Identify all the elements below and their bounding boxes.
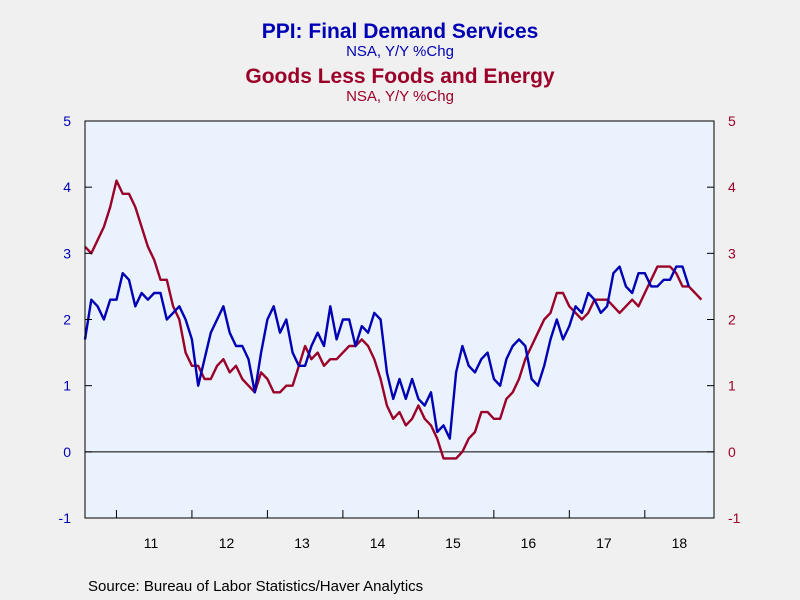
x-tick-label: 17 [596, 535, 612, 551]
y-left-tick-label: 4 [63, 179, 71, 195]
series-line-1 [83, 265, 690, 440]
chart-title-2: Goods Less Foods and Energy [245, 65, 555, 88]
y-right-tick-label: 4 [728, 179, 736, 195]
x-tick-label: 13 [294, 535, 310, 551]
y-right-tick-label: 1 [728, 378, 736, 394]
x-tick-label: 11 [144, 535, 159, 551]
series-line-2 [84, 179, 703, 460]
y-right-tick-label: -1 [728, 510, 741, 526]
x-tick-label: 16 [521, 535, 537, 551]
chart-subtitle-2: NSA, Y/Y %Chg [346, 88, 454, 105]
y-left-tick-label: 5 [63, 113, 71, 129]
x-tick-label: 12 [219, 535, 235, 551]
y-right-tick-label: 5 [728, 113, 736, 129]
x-tick-label: 15 [445, 535, 461, 551]
y-left-tick-label: 2 [63, 312, 71, 328]
x-tick-label: 14 [370, 535, 386, 551]
y-left-tick-label: 3 [63, 245, 71, 261]
chart-subtitle: NSA, Y/Y %Chg [346, 43, 454, 60]
source-note: Source: Bureau of Labor Statistics/Haver… [88, 578, 424, 595]
y-left-tick-label: -1 [59, 510, 72, 526]
y-left-tick-label: 1 [63, 378, 71, 394]
y-left-tick-label: 0 [63, 444, 71, 460]
x-tick-label: 18 [672, 535, 688, 551]
y-right-tick-label: 3 [728, 245, 736, 261]
y-right-tick-label: 0 [728, 444, 736, 460]
chart-title: PPI: Final Demand Services [261, 20, 539, 43]
y-right-tick-label: 2 [728, 312, 736, 328]
